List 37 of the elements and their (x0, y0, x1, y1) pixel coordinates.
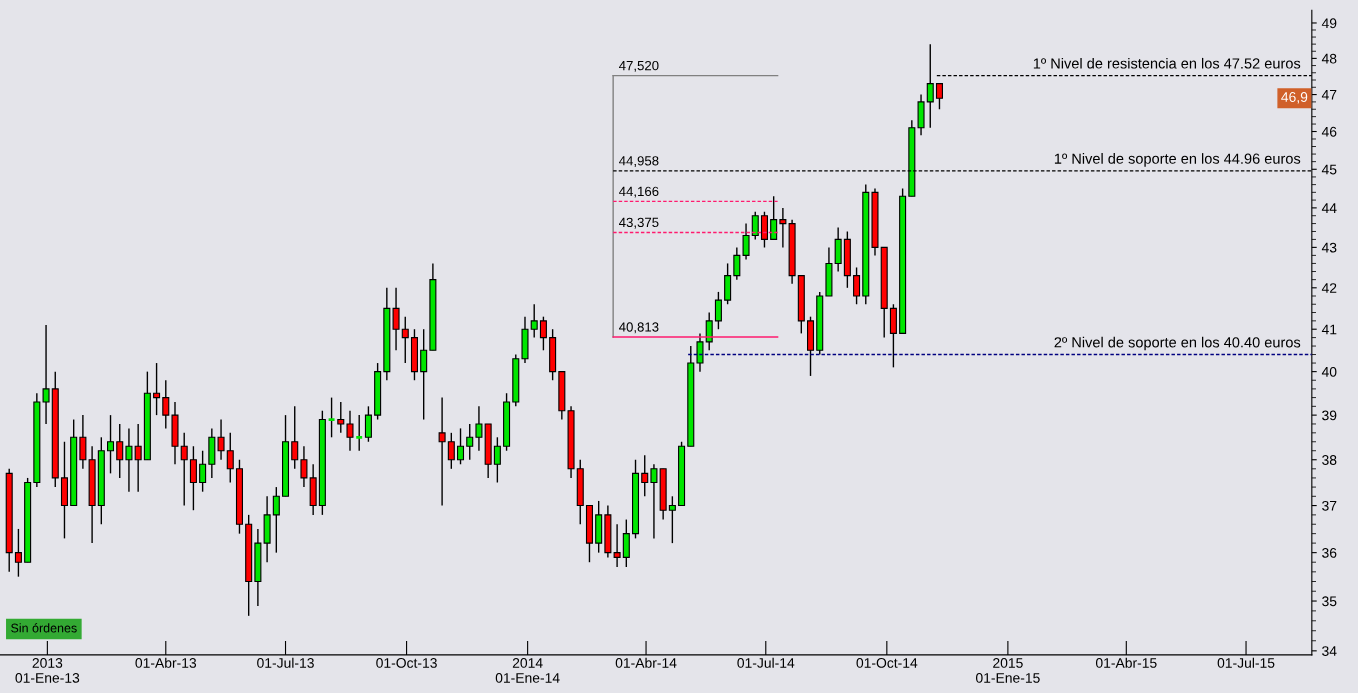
y-tick-label: 39 (1322, 410, 1337, 421)
annotation: 43,375 (619, 217, 659, 229)
x-tick-label: 01-Jul-13 (257, 657, 314, 668)
x-tick-label: 01-Jul-14 (737, 657, 795, 668)
y-tick-label: 43 (1321, 242, 1337, 253)
x-tick-label: 01-Oct-13 (376, 658, 437, 668)
y-tick-label: 44 (1321, 203, 1337, 213)
x-tick-label: 2014 01-Ene-14 (495, 658, 560, 683)
annotation: 44,166 (619, 186, 659, 198)
y-tick-label: 40 (1321, 366, 1337, 377)
annotation: 1º Nivel de resistencia en los 47.52 euros (1033, 57, 1301, 69)
y-tick-label: 47 (1321, 90, 1337, 100)
x-tick-label: 01-Abr-13 (135, 657, 197, 668)
y-tick-label: 41 (1321, 324, 1337, 335)
annotation: Sin órdenes (11, 623, 77, 633)
y-tick-label: 49 (1321, 18, 1337, 29)
x-tick-label: 01-Oct-14 (856, 658, 918, 668)
y-tick-label: 35 (1322, 596, 1337, 607)
x-tick-label: 01-Jul-15 (1217, 657, 1275, 668)
annotation: 2º Nivel de soporte en los 40.40 euros (1054, 336, 1301, 351)
annotation: 40,813 (619, 322, 659, 334)
annotation: 46,9 (1281, 92, 1308, 104)
annotation: 47,520 (619, 60, 659, 72)
y-tick-label: 45 (1321, 164, 1337, 175)
annotation: 1º Nivel de soporte en los 44.96 euros (1054, 153, 1301, 167)
annotation: 44,958 (619, 156, 659, 168)
x-tick-label: 2013 01-Ene-13 (15, 658, 80, 683)
y-tick-label: 34 (1322, 646, 1337, 657)
x-tick-label: 01-Abr-14 (615, 657, 677, 668)
y-tick-label: 48 (1321, 53, 1337, 64)
x-tick-label: 01-Abr-15 (1095, 657, 1157, 668)
y-tick-label: 46 (1321, 126, 1337, 137)
y-tick-label: 42 (1321, 283, 1337, 293)
y-tick-label: 38 (1322, 455, 1337, 465)
x-tick-label: 2015 01-Ene-15 (976, 658, 1040, 683)
y-tick-label: 36 (1322, 547, 1337, 558)
y-tick-label: 37 (1322, 500, 1337, 511)
